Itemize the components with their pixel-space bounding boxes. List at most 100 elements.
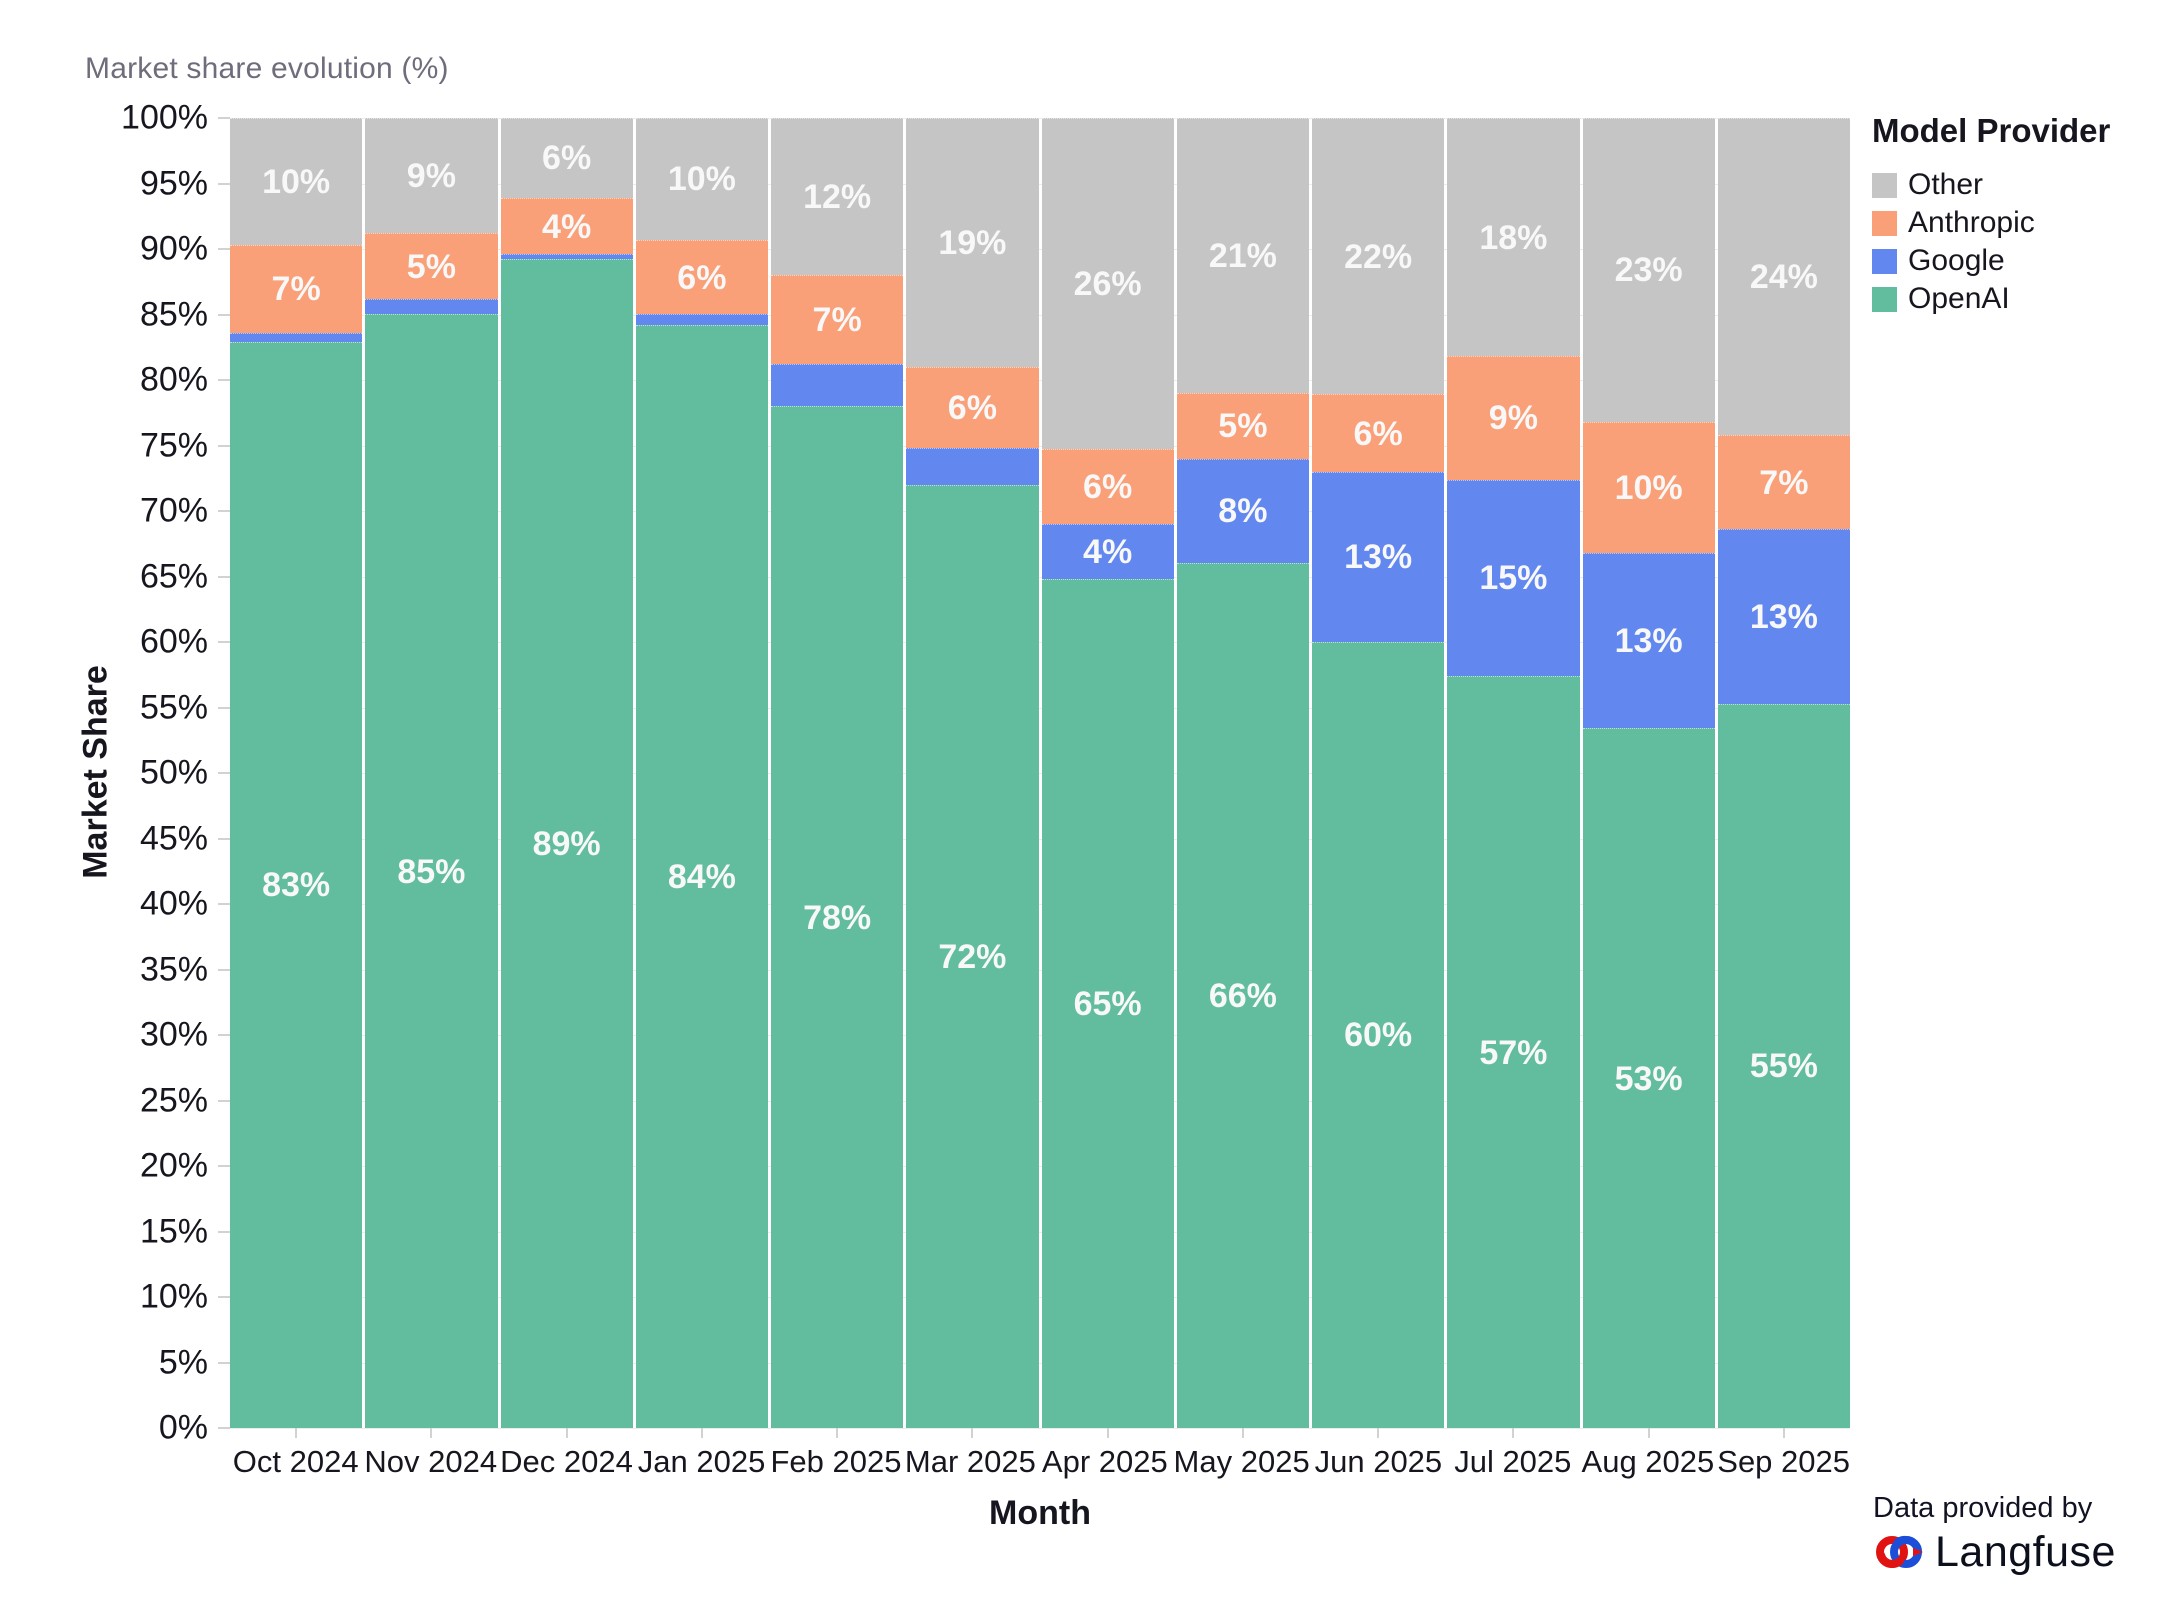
x-tick-mark [1377, 1428, 1380, 1438]
segment-openai: 53% [1582, 728, 1715, 1428]
x-axis-tick-labels: Oct 2024 Nov 2024 Dec 2024 Jan 2025 Feb 2025… [230, 1444, 1850, 1480]
legend-label: OpenAI [1908, 282, 2010, 315]
segment-google [771, 364, 904, 407]
y-tick-mark [218, 837, 230, 840]
segment-other: 23% [1582, 118, 1715, 422]
x-tick-mark [700, 1428, 703, 1438]
legend-item-openai: OpenAI [1872, 280, 2160, 318]
segment-data-label: 4% [1083, 533, 1133, 572]
x-tick-mark [1106, 1428, 1109, 1438]
y-tick-label: 50% [139, 753, 208, 792]
segment-data-label: 10% [1614, 468, 1683, 507]
bar-aug-2025: 23% 10% 13% 53% [1582, 118, 1715, 1428]
segment-openai: 55% [1717, 703, 1850, 1428]
segment-anthropic: 7% [771, 275, 904, 365]
segment-data-label: 7% [812, 301, 862, 340]
x-tick-label: Nov 2024 [364, 1444, 498, 1479]
bar-jul-2025: 18% 9% 15% 57% [1447, 118, 1580, 1428]
grid-line [230, 1035, 1850, 1036]
y-tick-mark [218, 641, 230, 643]
segment-other: 21% [1176, 118, 1309, 394]
segment-google: 8% [1176, 458, 1309, 564]
bar-jan-2025: 10% 6% 84% [635, 118, 768, 1428]
x-tick-label: Sep 2025 [1717, 1444, 1850, 1479]
segment-data-label: 19% [938, 223, 1007, 262]
grid-line [230, 1297, 1850, 1298]
y-tick-label: 55% [139, 688, 208, 726]
segment-anthropic: 6% [1312, 394, 1445, 472]
x-tick-mark [1647, 1428, 1650, 1438]
grid-line [230, 380, 1850, 381]
bar-may-2025: 21% 5% 8% 66% [1176, 118, 1309, 1428]
segment-data-label: 89% [532, 825, 601, 864]
segment-other: 19% [906, 118, 1039, 367]
y-tick-label: 40% [139, 884, 208, 923]
grid-line [230, 642, 1850, 643]
segment-data-label: 72% [938, 937, 1007, 976]
segment-data-label: 65% [1073, 985, 1142, 1024]
x-tick-mark [836, 1428, 839, 1438]
x-tick-label: Apr 2025 [1041, 1444, 1168, 1479]
chart-title: Market share evolution (%) [85, 52, 449, 85]
legend-items: Other Anthropic Google OpenAI [1872, 166, 2160, 318]
x-tick-label: Jun 2025 [1314, 1444, 1443, 1479]
x-tick-mark-cell [1177, 1428, 1309, 1440]
segment-google: 13% [1717, 529, 1850, 704]
segment-openai: 85% [365, 314, 498, 1428]
segment-openai: 66% [1176, 563, 1309, 1428]
x-tick-mark-cell [1583, 1428, 1715, 1440]
y-tick-label: 70% [139, 491, 208, 530]
bar-sep-2025: 24% 7% 13% 55% [1717, 118, 1850, 1428]
x-tick-mark-cell [1312, 1428, 1444, 1440]
x-tick-mark-cell [636, 1428, 768, 1440]
legend-swatch-anthropic [1872, 210, 1897, 236]
segment-anthropic: 9% [1447, 356, 1580, 480]
x-tick-mark [565, 1428, 568, 1438]
y-tick-mark [218, 1230, 230, 1233]
grid-line [230, 1362, 1850, 1364]
segment-google [500, 254, 633, 260]
legend-title: Model Provider [1872, 112, 2111, 149]
y-tick-mark [218, 1296, 230, 1298]
y-axis-tick-marks [0, 117, 232, 1429]
plot-grid [230, 118, 1850, 1429]
x-tick-mark-cell [1447, 1428, 1579, 1440]
y-tick-label: 65% [139, 557, 208, 595]
x-tick-mark-cell [501, 1428, 633, 1440]
segment-data-label: 55% [1749, 1047, 1818, 1086]
segment-openai: 65% [1041, 579, 1174, 1428]
y-tick-mark [218, 444, 230, 447]
y-tick-label: 80% [139, 360, 208, 399]
segment-anthropic: 6% [635, 239, 768, 315]
x-tick-label: Aug 2025 [1581, 1444, 1715, 1479]
segment-anthropic: 7% [230, 245, 363, 333]
segment-anthropic: 7% [1717, 435, 1850, 530]
bar-dec-2024: 6% 4% 89% [500, 118, 633, 1428]
legend-label: Anthropic [1908, 206, 2035, 239]
segment-other: 9% [365, 118, 498, 234]
y-tick-label: 5% [158, 1343, 208, 1381]
segment-data-label: 5% [406, 247, 456, 286]
segment-google: 15% [1447, 479, 1580, 677]
y-tick-mark [218, 117, 230, 119]
y-tick-mark [218, 510, 230, 512]
attribution: Data provided by Langfuse [1873, 1492, 2116, 1575]
segment-data-label: 7% [1759, 463, 1809, 502]
segment-other: 10% [635, 118, 768, 240]
segment-data-label: 12% [803, 178, 872, 217]
segment-google [230, 332, 363, 342]
grid-line [230, 904, 1850, 905]
segment-data-label: 6% [1353, 414, 1403, 453]
langfuse-logo-icon [1876, 1535, 1923, 1568]
segment-openai: 89% [500, 259, 633, 1428]
segment-anthropic: 6% [1041, 449, 1174, 525]
x-tick-mark [295, 1428, 298, 1438]
bar-oct-2024: 10% 7% 83% [230, 118, 363, 1428]
segment-other: 26% [1041, 118, 1174, 450]
x-tick-label: May 2025 [1173, 1444, 1310, 1479]
segment-data-label: 22% [1344, 237, 1413, 276]
bar-apr-2025: 26% 6% 4% 65% [1041, 118, 1174, 1428]
y-tick-mark [218, 772, 230, 774]
grid-line [230, 838, 1850, 840]
grid-line [230, 249, 1850, 250]
